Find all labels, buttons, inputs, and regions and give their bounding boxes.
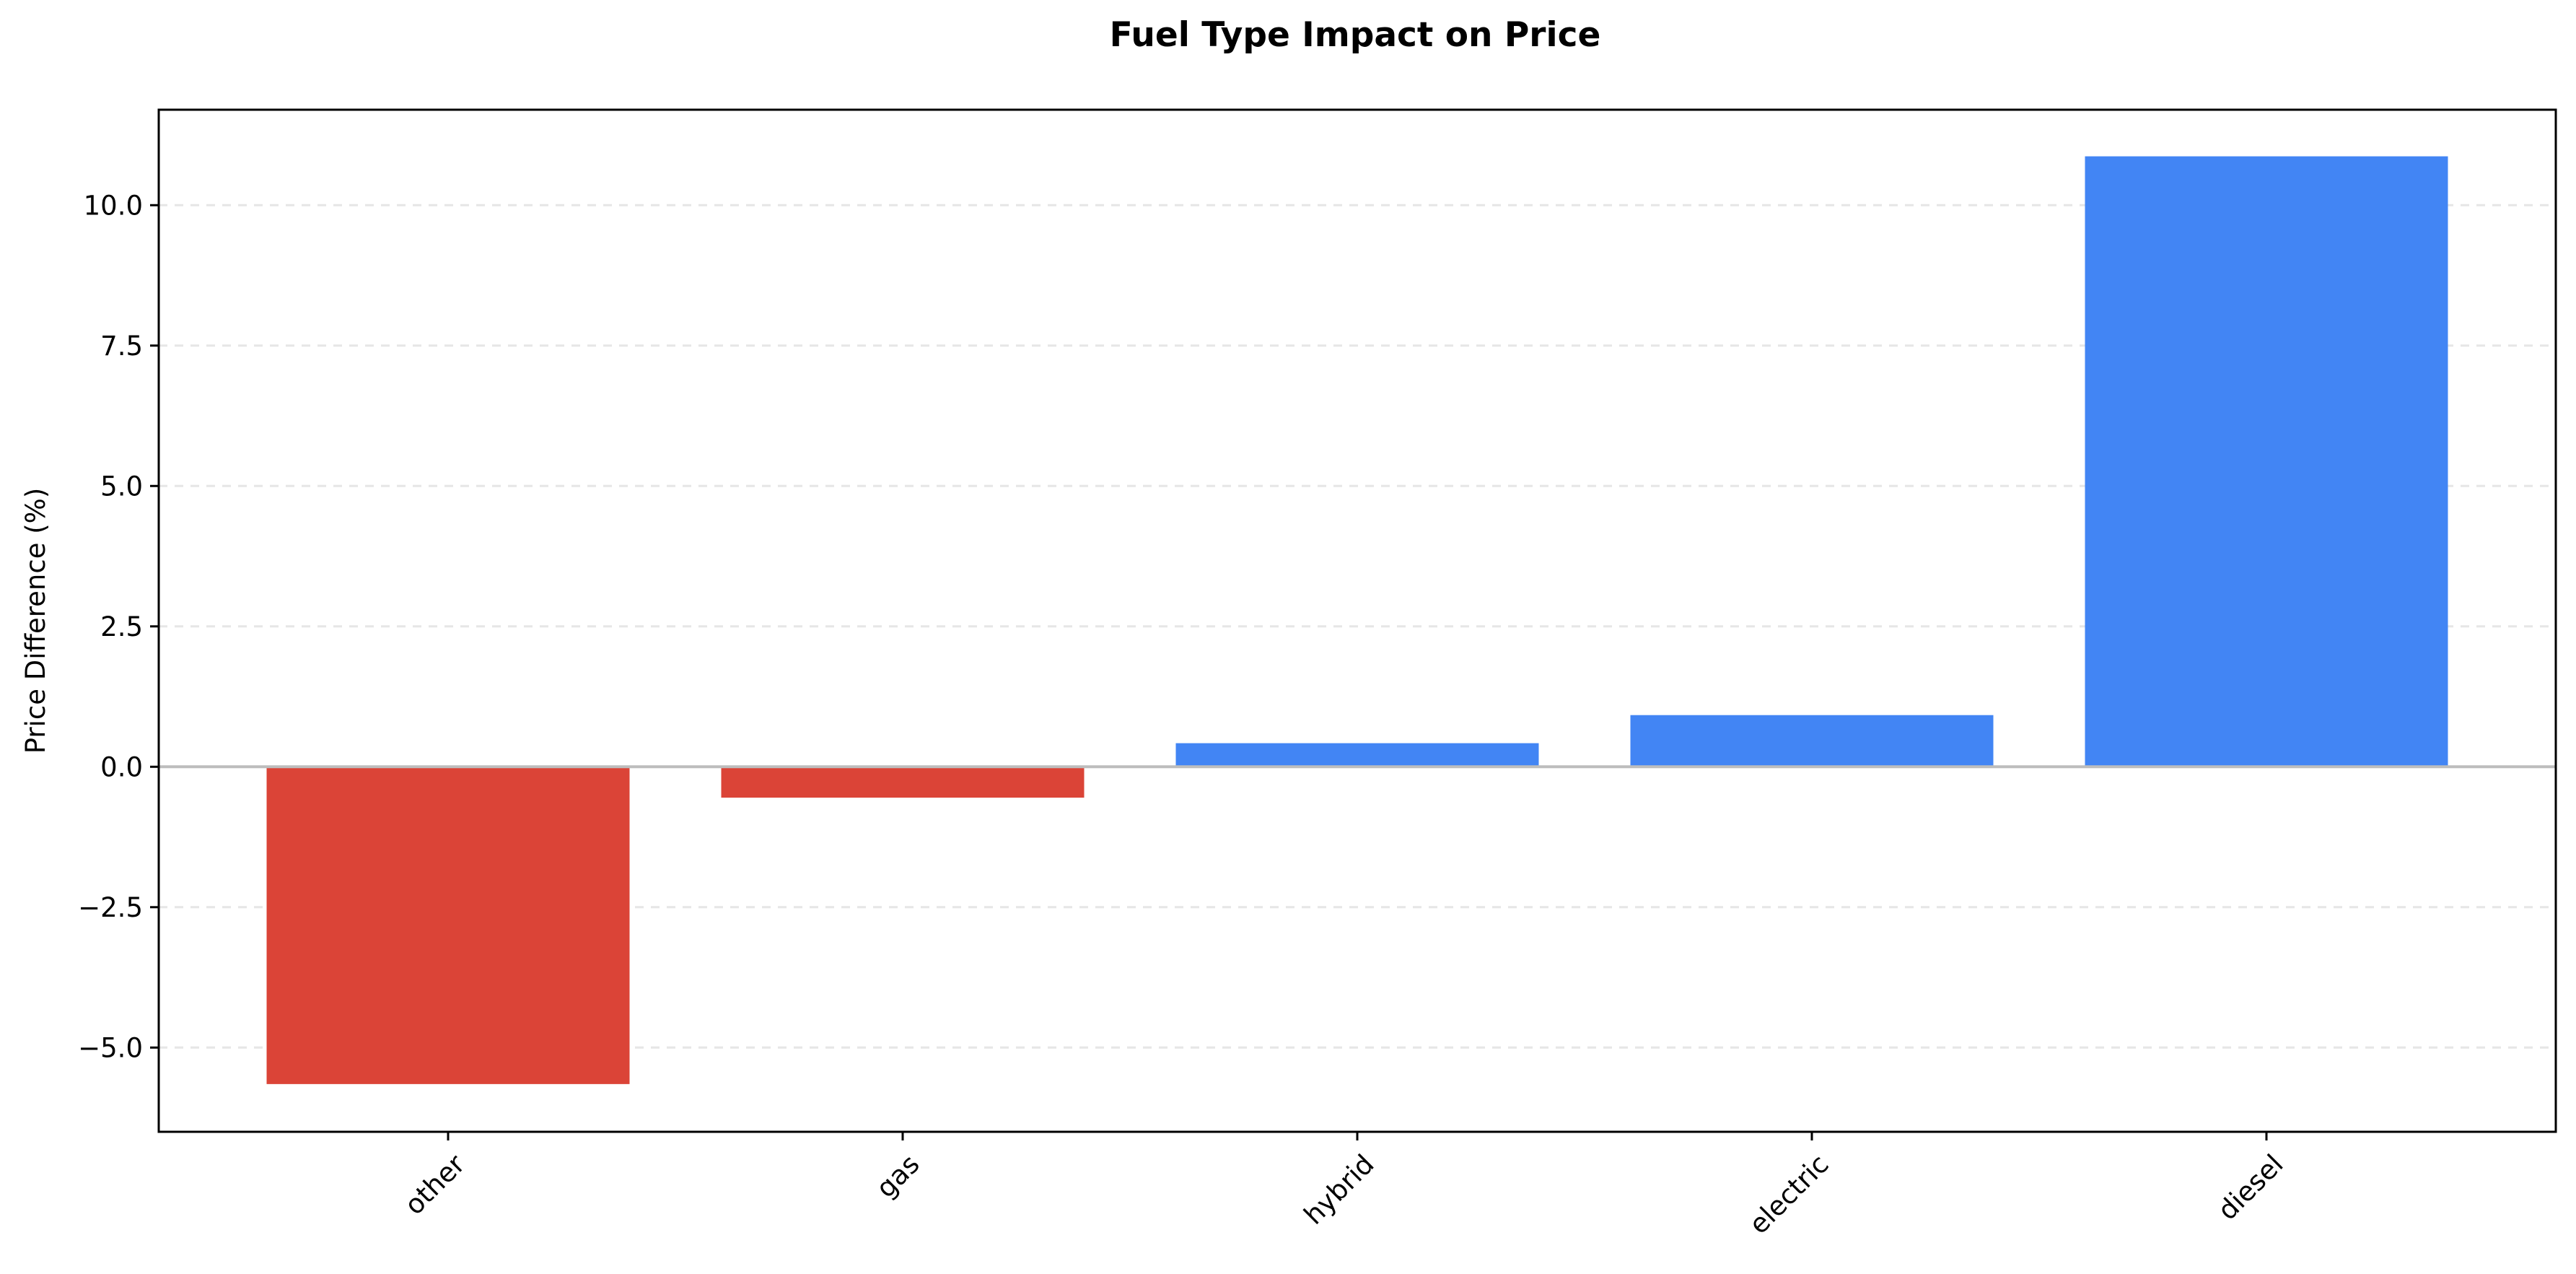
x-tick-label-gas: gas — [870, 1148, 926, 1204]
bars — [266, 156, 2448, 1084]
bar-electric — [1630, 715, 1994, 767]
x-tick-label-electric: electric — [1743, 1148, 1835, 1240]
bar-other — [266, 767, 630, 1084]
x-tick-label-hybrid: hybrid — [1298, 1148, 1380, 1231]
y-axis-ticks: −5.0 −2.5 0.0 2.5 5.0 7.5 10.0 — [78, 190, 159, 1063]
chart-title: Fuel Type Impact on Price — [1110, 15, 1601, 55]
x-axis-ticks: other gas hybrid electric diesel — [398, 1132, 2290, 1240]
y-tick-label: 5.0 — [100, 471, 143, 502]
x-tick-label-other: other — [398, 1148, 471, 1221]
y-tick-label: 2.5 — [100, 611, 143, 642]
y-tick-label: −5.0 — [78, 1032, 143, 1063]
x-tick-label-diesel: diesel — [2212, 1148, 2289, 1226]
bar-diesel — [2085, 156, 2448, 767]
bar-hybrid — [1175, 743, 1539, 767]
y-tick-label: −2.5 — [78, 892, 143, 923]
y-tick-label: 10.0 — [84, 190, 143, 221]
y-tick-label: 0.0 — [100, 751, 143, 782]
y-axis-label: Price Difference (%) — [20, 488, 51, 754]
y-tick-label: 7.5 — [100, 331, 143, 362]
bar-gas — [721, 767, 1085, 798]
